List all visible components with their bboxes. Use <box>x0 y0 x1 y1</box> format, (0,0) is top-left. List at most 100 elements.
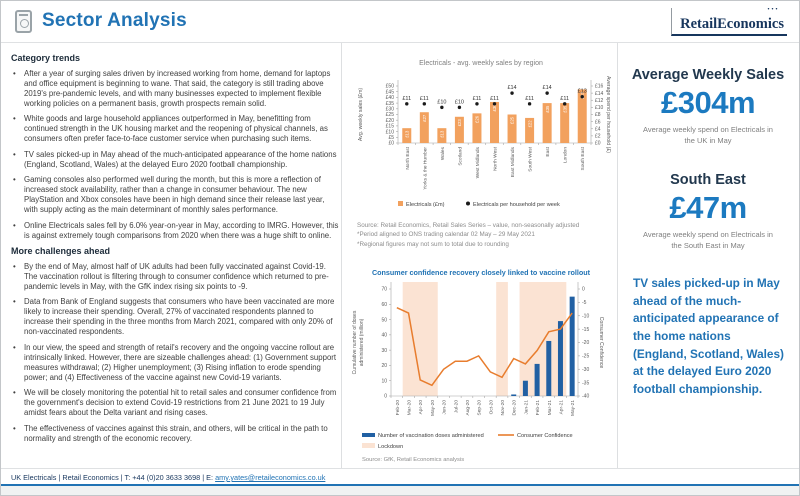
svg-text:£27: £27 <box>422 114 427 122</box>
svg-text:£11: £11 <box>420 96 429 102</box>
footer-strip <box>1 486 799 495</box>
section-heading-category-trends: Category trends <box>11 53 81 63</box>
header: Sector Analysis RetailEconomics <box>1 1 799 43</box>
svg-text:Source: GfK, Retail Economics: Source: GfK, Retail Economics analysis <box>362 457 464 463</box>
svg-text:£0: £0 <box>388 141 394 147</box>
svg-text:£16: £16 <box>595 84 604 90</box>
svg-text:North East: North East <box>405 146 411 169</box>
svg-text:Nov-20: Nov-20 <box>500 400 506 416</box>
appliance-icon <box>15 10 32 33</box>
stats-column: Average Weekly Sales £304m Average weekl… <box>623 43 793 399</box>
svg-text:£2: £2 <box>595 134 601 140</box>
svg-text:Oct-20: Oct-20 <box>488 400 494 415</box>
footer: UK Electricals | Retail Economics | T: +… <box>11 473 325 482</box>
bullet-item: Online Electricals sales fell by 6.0% ye… <box>11 221 339 241</box>
bullet-item: The effectiveness of vaccines against th… <box>11 424 339 444</box>
svg-text:£11: £11 <box>560 96 569 102</box>
svg-text:£14: £14 <box>543 85 552 91</box>
footer-email-link[interactable]: amy.yates@retaileconomics.co.uk <box>215 473 326 482</box>
svg-text:-15: -15 <box>582 327 589 333</box>
svg-text:£11: £11 <box>402 96 411 102</box>
svg-text:£23: £23 <box>457 119 462 127</box>
footer-divider <box>1 468 799 469</box>
bullet-item: Data from Bank of England suggests that … <box>11 297 339 337</box>
svg-text:£36: £36 <box>492 104 497 112</box>
bullet-item: TV sales picked-up in May ahead of the m… <box>11 150 339 170</box>
svg-text:London: London <box>563 147 569 163</box>
svg-text:£10: £10 <box>455 99 464 105</box>
svg-text:£25: £25 <box>386 112 395 118</box>
svg-text:£10: £10 <box>595 105 604 111</box>
svg-text:May-21: May-21 <box>570 400 576 416</box>
source-line: *Period aligned to ONS trading calendar … <box>357 231 535 239</box>
svg-text:60: 60 <box>381 302 387 308</box>
svg-text:Electricals (£m): Electricals (£m) <box>406 202 445 208</box>
bullet-item: In our view, the speed and strength of r… <box>11 343 339 383</box>
svg-text:South East: South East <box>580 146 586 170</box>
bullet-item: White goods and large household applianc… <box>11 114 339 144</box>
svg-text:£50: £50 <box>386 84 395 90</box>
commentary-column: Category trends After a year of surging … <box>11 51 339 449</box>
stat-value-south-east: £47m <box>669 190 747 225</box>
svg-text:0: 0 <box>384 394 387 400</box>
svg-text:£6: £6 <box>595 119 601 125</box>
svg-text:Electricals - avg. weekly sale: Electricals - avg. weekly sales by regio… <box>419 60 543 67</box>
page-title: Sector Analysis <box>42 10 187 31</box>
svg-text:70: 70 <box>381 287 387 293</box>
retail-economics-logo: RetailEconomics <box>671 4 787 36</box>
svg-text:£0: £0 <box>595 141 601 147</box>
logo-text-retail: Retail <box>680 16 718 32</box>
svg-text:Scotland: Scotland <box>457 147 463 166</box>
svg-text:Yorks & the Humber: Yorks & the Humber <box>422 147 428 190</box>
svg-text:50: 50 <box>381 317 387 323</box>
svg-text:East Midlands: East Midlands <box>510 146 516 177</box>
svg-text:£35: £35 <box>386 101 395 107</box>
svg-text:£11: £11 <box>473 96 482 102</box>
svg-text:administered (million): administered (million) <box>359 318 365 366</box>
svg-text:-40: -40 <box>582 394 589 400</box>
svg-text:40: 40 <box>381 333 387 339</box>
svg-text:Electricals per household per: Electricals per household per week <box>473 202 560 208</box>
svg-text:-25: -25 <box>582 354 589 360</box>
svg-text:20: 20 <box>381 363 387 369</box>
svg-text:£26: £26 <box>475 115 480 123</box>
svg-text:-30: -30 <box>582 367 589 373</box>
svg-text:£25: £25 <box>510 116 515 124</box>
svg-text:£10: £10 <box>386 129 395 135</box>
svg-text:£15: £15 <box>386 124 395 130</box>
chart1-source-notes: Source: Retail Economics, Retail Sales S… <box>357 221 613 249</box>
bullet-item: After a year of surging sales driven by … <box>11 69 339 109</box>
svg-text:Jul-20: Jul-20 <box>453 400 459 413</box>
bar-chart-electricals-by-region: Electricals - avg. weekly sales by regio… <box>348 55 614 217</box>
svg-text:Apr-20: Apr-20 <box>418 400 424 415</box>
section-heading-more-challenges: More challenges ahead <box>11 246 111 257</box>
svg-text:Jun-20: Jun-20 <box>442 400 448 415</box>
svg-text:-20: -20 <box>582 340 589 346</box>
stat-title-south-east: South East <box>670 172 746 188</box>
svg-text:Number of vaccination doses ad: Number of vaccination doses administered <box>378 433 484 439</box>
svg-text:May-20: May-20 <box>430 400 436 416</box>
svg-text:Cumulative number of doses: Cumulative number of doses <box>352 310 358 374</box>
svg-text:East: East <box>545 146 551 156</box>
svg-text:-35: -35 <box>582 380 589 386</box>
svg-text:£13: £13 <box>404 130 409 138</box>
bullet-item: Gaming consoles also performed well duri… <box>11 175 339 215</box>
svg-text:30: 30 <box>381 348 387 354</box>
combo-chart-confidence-vaccine: Consumer confidence recovery closely lin… <box>348 265 614 467</box>
source-line: *Regional figures may not sum to total d… <box>357 240 509 248</box>
svg-text:£40: £40 <box>386 95 395 101</box>
svg-text:Wales: Wales <box>440 146 446 160</box>
svg-text:North West: North West <box>493 146 499 171</box>
stat-caption-uk: Average weekly spend on Electricals in t… <box>643 125 773 145</box>
svg-text:-10: -10 <box>582 313 589 319</box>
svg-text:£20: £20 <box>386 118 395 124</box>
stat-title-average-weekly-sales: Average Weekly Sales <box>631 67 785 83</box>
svg-text:£14: £14 <box>595 91 604 97</box>
footer-text: UK Electricals | Retail Economics | T: +… <box>11 473 216 482</box>
svg-text:-5: -5 <box>582 300 587 306</box>
svg-text:£35: £35 <box>562 105 567 113</box>
svg-text:£12: £12 <box>595 98 604 104</box>
svg-text:£14: £14 <box>507 85 516 91</box>
svg-text:£11: £11 <box>490 96 499 102</box>
column-divider <box>617 43 618 468</box>
